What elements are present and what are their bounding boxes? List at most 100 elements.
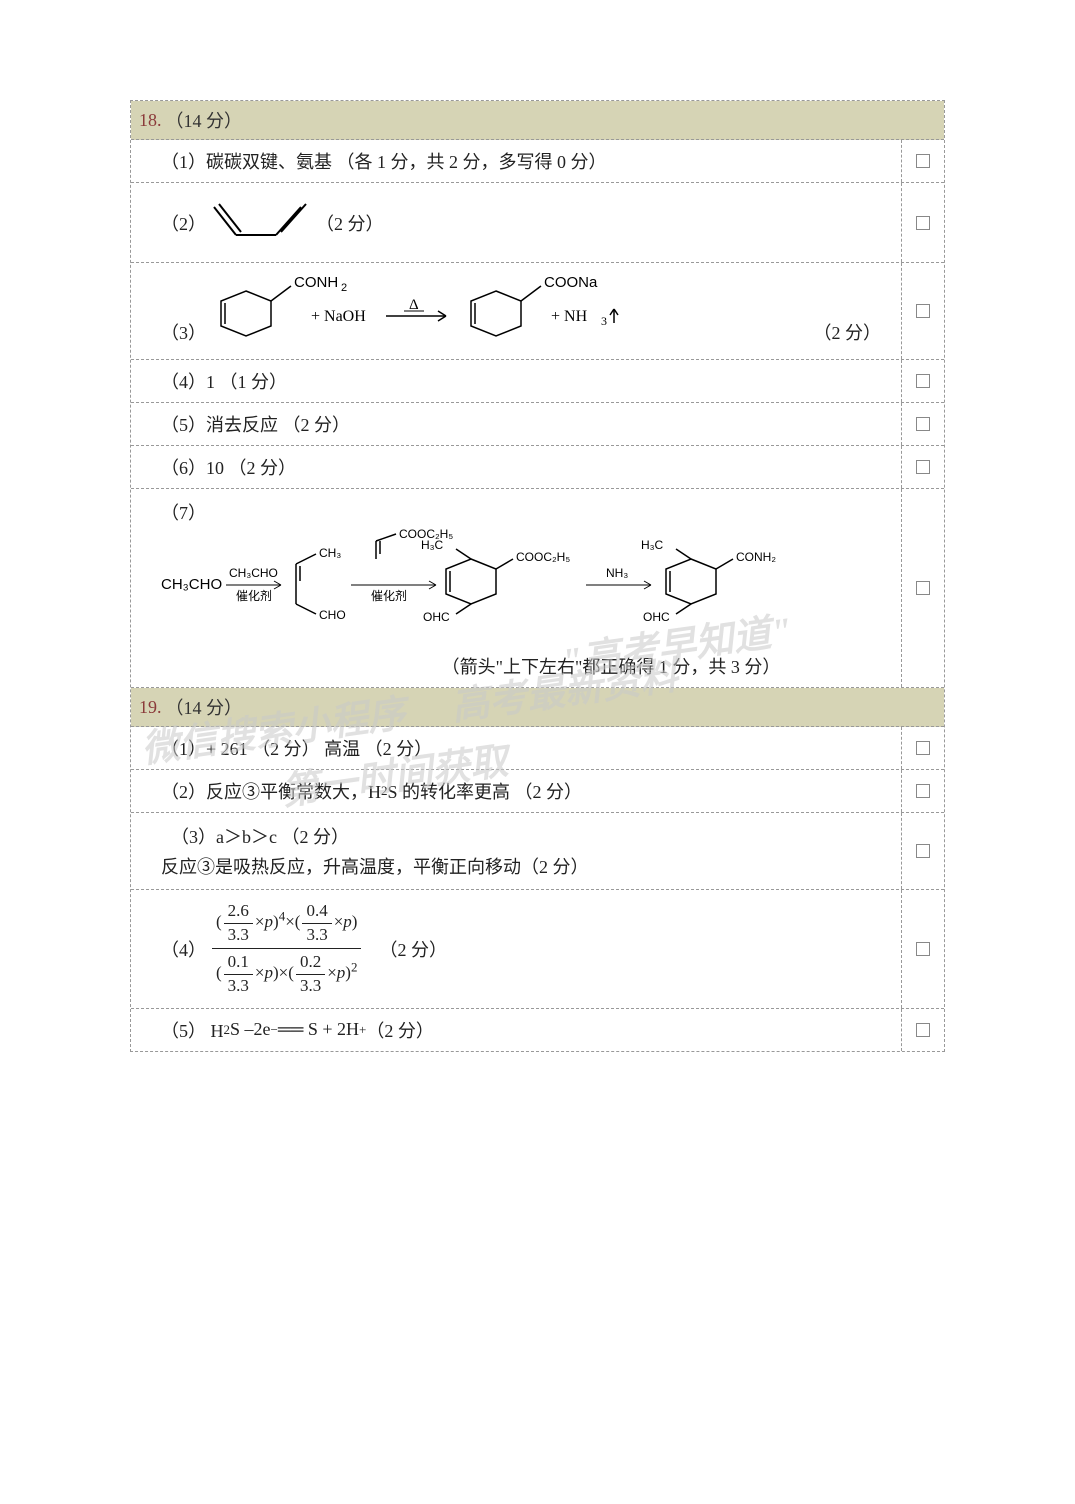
q19-r5-eq: ══ S + 2H: [278, 1019, 359, 1040]
svg-text:CH₃: CH₃: [319, 546, 341, 560]
checkbox-icon: [916, 741, 930, 755]
q19-row-3: （3）a＞b＞c （2 分） 反应③是吸热反应，升高温度，平衡正向移动（2 分）: [131, 813, 944, 890]
check-cell: [902, 183, 944, 262]
q18-r1-text: （1）碳碳双键、氨基 （各 1 分，共 2 分，多写得 0 分）: [161, 148, 607, 174]
butadiene-structure-icon: [206, 195, 316, 250]
q19-row-4: （4） (2.63.3×p)4×(0.43.3×p) (0.13.3×p)×(0…: [131, 890, 944, 1009]
svg-text:CONH₂: CONH₂: [736, 550, 776, 564]
q19-r5-content: （5） H2S –2e− ══ S + 2H+ （2 分）: [131, 1009, 902, 1051]
q18-r3-content: （3） CONH 2 + NaOH Δ: [131, 263, 902, 359]
check-cell: [902, 489, 944, 687]
svg-text:COOC₂H₅: COOC₂H₅: [516, 550, 570, 564]
reaction-scheme-icon: CONH 2 + NaOH Δ COONa + NH 3: [216, 271, 676, 351]
q19-r5-a: （5） H: [161, 1017, 224, 1043]
q18-row-3: （3） CONH 2 + NaOH Δ: [131, 263, 944, 360]
q18-header: 18. （14 分）: [131, 101, 944, 140]
q19-r1-content: （1）+ 261 （2 分） 高温 （2 分）: [131, 727, 902, 769]
check-cell: [902, 727, 944, 769]
answer-table: 18. （14 分） （1）碳碳双键、氨基 （各 1 分，共 2 分，多写得 0…: [130, 100, 945, 1052]
svg-text:CH₃CHO: CH₃CHO: [229, 566, 278, 580]
checkbox-icon: [916, 460, 930, 474]
checkbox-icon: [916, 417, 930, 431]
q18-r4-text: （4）1 （1 分）: [161, 368, 287, 394]
q18-r4-content: （4）1 （1 分）: [131, 360, 902, 402]
q19-row-2: （2）反应③平衡常数大，H2S 的转化率更高 （2 分）: [131, 770, 944, 813]
q19-r5-score: （2 分）: [366, 1017, 434, 1043]
q19-r3-content: （3）a＞b＞c （2 分） 反应③是吸热反应，升高温度，平衡正向移动（2 分）: [131, 813, 902, 889]
svg-text:+ NH: + NH: [551, 308, 588, 325]
checkbox-icon: [916, 304, 930, 318]
q19-row-5: （5） H2S –2e− ══ S + 2H+ （2 分）: [131, 1009, 944, 1051]
q19-r2-content: （2）反应③平衡常数大，H2S 的转化率更高 （2 分）: [131, 770, 902, 812]
svg-text:COONa: COONa: [544, 274, 598, 291]
q19-r5-sup: −: [271, 1022, 278, 1038]
synthesis-route-icon: CH₃CHO CH₃CHO 催化剂 CH₃ CHO COOC₂H₅: [161, 527, 881, 651]
checkbox-icon: [916, 784, 930, 798]
check-cell: [902, 890, 944, 1008]
q18-r7-prefix: （7）: [161, 503, 206, 523]
checkbox-icon: [916, 154, 930, 168]
q18-r5-content: （5）消去反应 （2 分）: [131, 403, 902, 445]
checkbox-icon: [916, 844, 930, 858]
q19-r1-text: （1）+ 261 （2 分） 高温 （2 分）: [161, 735, 432, 761]
q19-score: （14 分）: [166, 694, 243, 720]
check-cell: [902, 813, 944, 889]
q19-r3-line2: 反应③是吸热反应，升高温度，平衡正向移动（2 分）: [161, 851, 881, 881]
q19-r4-score: （2 分）: [379, 936, 447, 962]
check-cell: [902, 140, 944, 182]
q18-r2-content: （2） （2 分）: [131, 183, 902, 262]
svg-text:催化剂: 催化剂: [236, 588, 272, 603]
svg-text:H₃C: H₃C: [421, 538, 444, 552]
q18-row-6: （6）10 （2 分）: [131, 446, 944, 489]
svg-text:CHO: CHO: [319, 608, 346, 622]
q19-r2-b: S 的转化率更高 （2 分）: [388, 778, 583, 804]
checkbox-icon: [916, 942, 930, 956]
svg-text:CONH: CONH: [294, 274, 338, 291]
q18-r7-content: （7） CH₃CHO CH₃CHO 催化剂 CH₃ CHO: [131, 489, 902, 687]
q19-r2-a: （2）反应③平衡常数大，H: [161, 778, 381, 804]
q18-r5-text: （5）消去反应 （2 分）: [161, 411, 350, 437]
q18-r3-score: （2 分）: [814, 319, 882, 345]
check-cell: [902, 446, 944, 488]
q19-number: 19.: [139, 697, 162, 718]
q19-r5-sup2: +: [359, 1022, 366, 1038]
q19-r4-prefix: （4）: [161, 936, 206, 962]
svg-text:3: 3: [601, 314, 607, 328]
q18-r7-prefix-line: （7）: [161, 497, 881, 527]
q18-r7-note: （箭头"上下左右"都正确得 1 分，共 3 分）: [442, 657, 781, 677]
check-cell: [902, 263, 944, 359]
q18-r2-prefix: （2）: [161, 210, 206, 236]
q19-r5-b: S –2e: [230, 1019, 271, 1040]
checkbox-icon: [916, 581, 930, 595]
q19-header: 19. （14 分）: [131, 688, 944, 727]
checkbox-icon: [916, 374, 930, 388]
q18-score: （14 分）: [166, 107, 243, 133]
q18-row-1: （1）碳碳双键、氨基 （各 1 分，共 2 分，多写得 0 分）: [131, 140, 944, 183]
checkbox-icon: [916, 1023, 930, 1037]
q18-r6-text: （6）10 （2 分）: [161, 454, 296, 480]
svg-text:OHC: OHC: [643, 610, 670, 624]
check-cell: [902, 360, 944, 402]
check-cell: [902, 1009, 944, 1051]
svg-text:H₃C: H₃C: [641, 538, 664, 552]
q18-r1-content: （1）碳碳双键、氨基 （各 1 分，共 2 分，多写得 0 分）: [131, 140, 902, 182]
q18-row-2: （2） （2 分）: [131, 183, 944, 263]
check-cell: [902, 403, 944, 445]
svg-text:OHC: OHC: [423, 610, 450, 624]
svg-text:+ NaOH: + NaOH: [311, 308, 366, 325]
checkbox-icon: [916, 216, 930, 230]
svg-text:催化剂: 催化剂: [371, 588, 407, 603]
svg-text:NH₃: NH₃: [606, 566, 628, 580]
q18-row-5: （5）消去反应 （2 分）: [131, 403, 944, 446]
q18-r2-score: （2 分）: [316, 210, 384, 236]
q18-r7-note-line: （箭头"上下左右"都正确得 1 分，共 3 分）: [161, 651, 881, 681]
svg-text:CH₃CHO: CH₃CHO: [161, 576, 222, 593]
q18-row-7: （7） CH₃CHO CH₃CHO 催化剂 CH₃ CHO: [131, 489, 944, 688]
q19-r3-line1: （3）a＞b＞c （2 分）: [161, 821, 881, 851]
q18-r3-prefix: （3）: [161, 319, 206, 345]
q19-row-1: （1）+ 261 （2 分） 高温 （2 分）: [131, 727, 944, 770]
q19-r4-content: （4） (2.63.3×p)4×(0.43.3×p) (0.13.3×p)×(0…: [131, 890, 902, 1008]
check-cell: [902, 770, 944, 812]
q18-row-4: （4）1 （1 分）: [131, 360, 944, 403]
kp-expression: (2.63.3×p)4×(0.43.3×p) (0.13.3×p)×(0.23.…: [212, 898, 361, 1000]
